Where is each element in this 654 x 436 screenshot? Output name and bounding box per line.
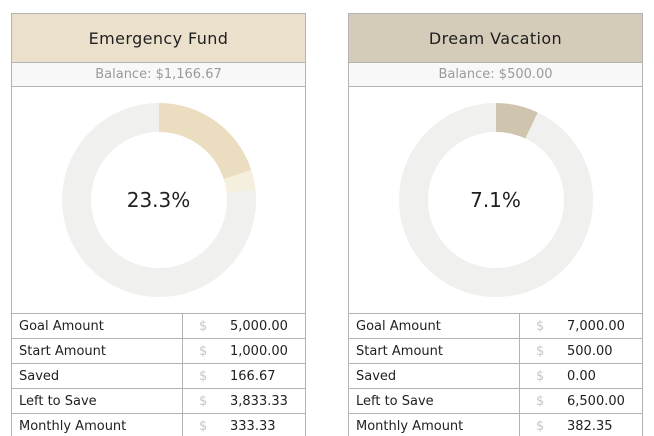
table-row: Saved $ 166.67 bbox=[12, 363, 305, 388]
row-label: Saved bbox=[356, 368, 397, 384]
table-row: Start Amount $ 1,000.00 bbox=[12, 338, 305, 363]
table-row: Monthly Amount $ 333.33 bbox=[12, 413, 305, 436]
row-value-cell: $ 166.67 bbox=[182, 364, 305, 388]
balance-text: Balance: $1,166.67 bbox=[95, 67, 222, 82]
savings-goal-card-dream-vacation: Dream Vacation Balance: $500.00 7.1% Goa… bbox=[348, 13, 643, 436]
table-row: Saved $ 0.00 bbox=[349, 363, 642, 388]
row-value-cell: $ 1,000.00 bbox=[182, 339, 305, 363]
currency-symbol: $ bbox=[536, 393, 545, 409]
donut-chart-area: 23.3% bbox=[12, 87, 305, 313]
currency-symbol: $ bbox=[536, 418, 545, 434]
table-row: Start Amount $ 500.00 bbox=[349, 338, 642, 363]
table-row: Left to Save $ 3,833.33 bbox=[12, 388, 305, 413]
row-value: 5,000.00 bbox=[230, 318, 288, 334]
card-header: Dream Vacation bbox=[349, 14, 642, 63]
currency-symbol: $ bbox=[536, 368, 545, 384]
card-title: Emergency Fund bbox=[88, 28, 229, 48]
row-label: Monthly Amount bbox=[19, 418, 127, 434]
row-value: 7,000.00 bbox=[567, 318, 625, 334]
row-value: 0.00 bbox=[567, 368, 596, 384]
currency-symbol: $ bbox=[199, 343, 208, 359]
balance-bar: Balance: $1,166.67 bbox=[12, 63, 305, 87]
row-value-cell: $ 500.00 bbox=[519, 339, 642, 363]
card-header: Emergency Fund bbox=[12, 14, 305, 63]
row-value: 382.35 bbox=[567, 418, 613, 434]
row-value: 500.00 bbox=[567, 343, 613, 359]
table-row: Goal Amount $ 7,000.00 bbox=[349, 313, 642, 338]
currency-symbol: $ bbox=[536, 318, 545, 334]
balance-text: Balance: $500.00 bbox=[438, 67, 553, 82]
row-value: 1,000.00 bbox=[230, 343, 288, 359]
goal-details-table: Goal Amount $ 5,000.00 Start Amount $ 1,… bbox=[12, 313, 305, 436]
row-label: Left to Save bbox=[356, 393, 434, 409]
row-value: 166.67 bbox=[230, 368, 276, 384]
row-value-cell: $ 382.35 bbox=[519, 414, 642, 436]
row-value-cell: $ 7,000.00 bbox=[519, 314, 642, 338]
card-title: Dream Vacation bbox=[428, 28, 563, 48]
row-label: Start Amount bbox=[19, 343, 106, 359]
row-value-cell: $ 0.00 bbox=[519, 364, 642, 388]
savings-goal-card-emergency-fund: Emergency Fund Balance: $1,166.67 23.3% … bbox=[11, 13, 306, 436]
currency-symbol: $ bbox=[199, 393, 208, 409]
currency-symbol: $ bbox=[536, 343, 545, 359]
row-label: Goal Amount bbox=[19, 318, 104, 334]
row-value-cell: $ 6,500.00 bbox=[519, 389, 642, 413]
row-value: 6,500.00 bbox=[567, 393, 625, 409]
row-label: Goal Amount bbox=[356, 318, 441, 334]
row-label: Saved bbox=[19, 368, 60, 384]
row-value: 3,833.33 bbox=[230, 393, 288, 409]
row-label: Start Amount bbox=[356, 343, 443, 359]
currency-symbol: $ bbox=[199, 368, 208, 384]
currency-symbol: $ bbox=[199, 318, 208, 334]
row-label: Monthly Amount bbox=[356, 418, 464, 434]
currency-symbol: $ bbox=[199, 418, 208, 434]
donut-percent-label: 23.3% bbox=[126, 188, 191, 212]
balance-bar: Balance: $500.00 bbox=[349, 63, 642, 87]
row-value-cell: $ 333.33 bbox=[182, 414, 305, 436]
table-row: Left to Save $ 6,500.00 bbox=[349, 388, 642, 413]
row-value-cell: $ 5,000.00 bbox=[182, 314, 305, 338]
goal-details-table: Goal Amount $ 7,000.00 Start Amount $ 50… bbox=[349, 313, 642, 436]
table-row: Goal Amount $ 5,000.00 bbox=[12, 313, 305, 338]
donut-chart-area: 7.1% bbox=[349, 87, 642, 313]
donut-chart bbox=[398, 103, 593, 297]
row-value-cell: $ 3,833.33 bbox=[182, 389, 305, 413]
table-row: Monthly Amount $ 382.35 bbox=[349, 413, 642, 436]
donut-chart bbox=[61, 103, 256, 297]
row-value: 333.33 bbox=[230, 418, 276, 434]
donut-percent-label: 7.1% bbox=[470, 188, 521, 212]
row-label: Left to Save bbox=[19, 393, 97, 409]
